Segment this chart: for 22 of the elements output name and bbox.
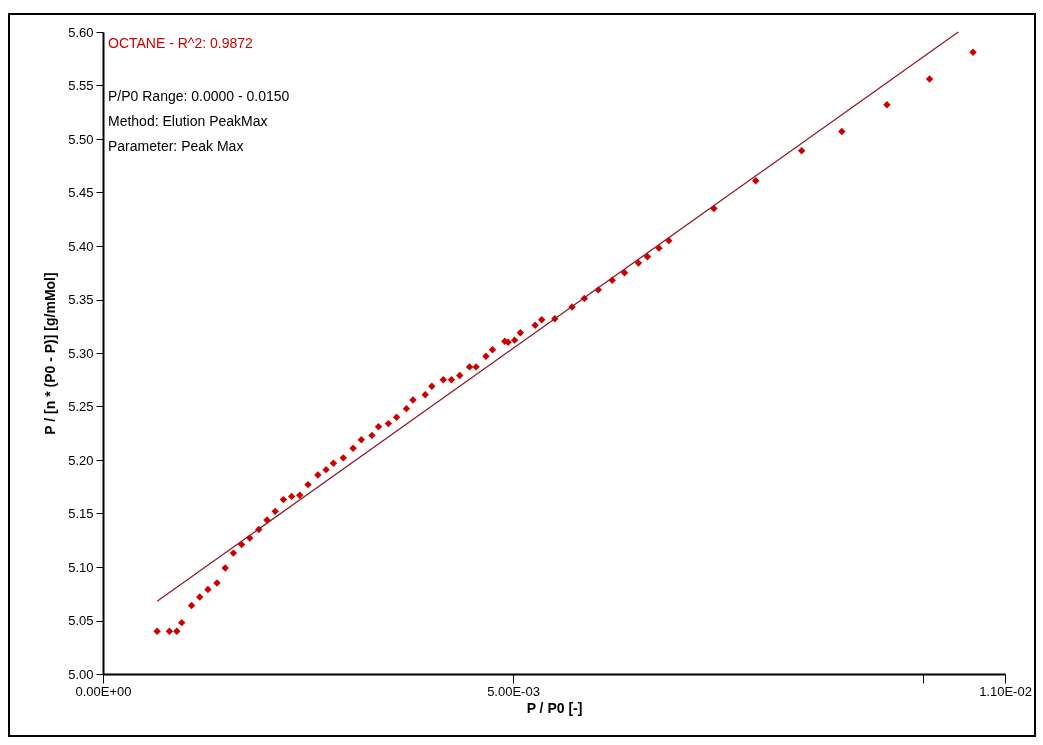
y-tick-label: 5.50 bbox=[68, 131, 94, 147]
y-tick-label: 5.35 bbox=[68, 292, 94, 307]
annotation: Parameter: Peak Max bbox=[108, 138, 244, 154]
y-tick-label: 5.55 bbox=[68, 78, 94, 93]
y-tick-label: 5.05 bbox=[68, 613, 94, 628]
y-tick-label: 5.00 bbox=[68, 666, 94, 682]
y-axis-title: P / [n * (P0 - P)] [g/mMol] bbox=[42, 272, 59, 435]
y-tick-label: 5.45 bbox=[68, 185, 94, 200]
y-tick-label: 5.20 bbox=[68, 452, 94, 468]
annotation: P/P0 Range: 0.0000 - 0.0150 bbox=[108, 88, 290, 104]
x-axis-title: P / P0 [-] bbox=[526, 699, 583, 716]
annotation: Method: Elution PeakMax bbox=[108, 113, 268, 129]
y-tick-label: 5.10 bbox=[68, 559, 94, 575]
y-tick-label: 5.30 bbox=[68, 345, 94, 361]
y-tick-label: 5.25 bbox=[68, 399, 94, 414]
x-tick-label: 0.00E+00 bbox=[75, 683, 132, 699]
x-tick-label: 1.10E-02 bbox=[979, 683, 1032, 699]
chart-title: OCTANE - R^2: 0.9872 bbox=[108, 35, 254, 51]
y-tick-label: 5.15 bbox=[68, 506, 94, 521]
y-tick-label: 5.60 bbox=[68, 24, 94, 40]
x-tick-label: 5.00E-03 bbox=[487, 683, 540, 699]
y-tick-label: 5.40 bbox=[68, 238, 94, 254]
